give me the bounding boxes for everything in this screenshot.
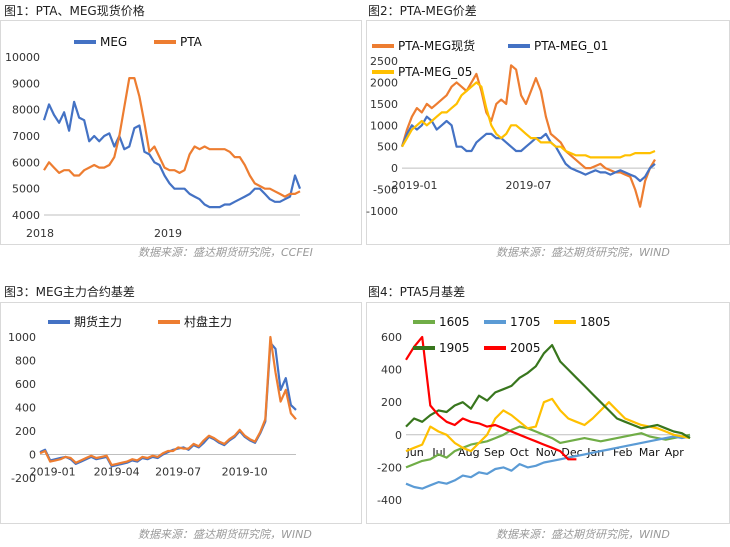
chart1-ytick-label: 8000 [12,104,40,117]
chart2-ytick-label: -1000 [366,205,398,218]
chart2-legend-label: PTA-MEG现货 [398,38,475,53]
chart3-ytick-label: 1000 [8,331,36,344]
chart4-ytick-label: 200 [381,396,402,409]
chart1-ytick-label: 4000 [12,209,40,222]
chart3-xtick-label: 2019-10 [222,466,268,479]
chart4-series-1705-line [405,435,691,490]
chart4-series-2005-line [405,335,577,461]
chart1-xtick-label: 2018 [26,227,54,240]
chart4-ytick-label: 600 [381,331,402,344]
chart3-ytick-label: 400 [15,402,36,415]
chart1-ytick-label: 5000 [12,183,40,196]
chart4-category-label: Apr [665,446,685,459]
chart2-title: 图2：PTA-MEG价差 [368,4,477,18]
chart1-series-meg-line [42,100,302,209]
chart1-frame [0,20,362,245]
chart1-xtick-label: 2019 [154,227,182,240]
chart3-ytick-label: 800 [15,355,36,368]
chart3-title: 图3：MEG主力合约基差 [4,285,135,299]
chart1-legend-label: PTA [180,35,203,49]
chart2-ytick-label: 1000 [370,119,398,132]
chart1-ytick-label: 10000 [5,51,40,64]
chart2-xtick-label: 2019-07 [505,179,551,192]
chart1-source: 数据来源：盛达期货研究院，CCFEI [138,246,313,259]
chart4-legend-label: 1605 [439,315,470,329]
chart3-ytick-label: 200 [15,425,36,438]
chart3-xtick-label: 2019-01 [30,466,76,479]
chart4-legend-label: 2005 [510,341,541,355]
chart3-source: 数据来源：盛达期货研究院，WIND [138,528,312,541]
chart4-legend-label: 1805 [580,315,611,329]
chart1-legend-label: MEG [100,35,127,49]
chart3-ytick-label: 600 [15,378,36,391]
chart4-series-1905-line [405,344,691,440]
chart4-legend-label: 1705 [510,315,541,329]
chart2-ytick-label: -500 [373,184,398,197]
chart4-ytick-label: -400 [377,494,402,507]
chart2-ytick-label: 1500 [370,98,398,111]
chart3-frame [0,302,362,524]
chart2-legend-label: PTA-MEG_05 [398,65,472,79]
chart3-ytick-label: -200 [11,472,36,485]
chart2-legend-label: PTA-MEG_01 [534,39,608,53]
chart1-ytick-label: 9000 [12,77,40,90]
chart3-xtick-label: 2019-04 [94,466,140,479]
chart2-series-pta-meg--line [400,64,656,208]
chart4-category-label: Nov [536,446,558,459]
chart2-ytick-label: 2000 [370,76,398,89]
chart1-ytick-label: 7000 [12,130,40,143]
chart4-legend-label: 1905 [439,341,470,355]
chart4-source: 数据来源：盛达期货研究院，WIND [496,528,670,541]
chart4-category-label: Mar [639,446,660,459]
chart3-ytick-label: 0 [29,449,36,462]
chart2-source: 数据来源：盛达期货研究院，WIND [496,246,670,259]
chart4-ytick-label: 0 [395,429,402,442]
chart2-ytick-label: 0 [391,162,398,175]
chart1-ytick-label: 6000 [12,156,40,169]
chart4-ytick-label: -200 [377,461,402,474]
chart2-ytick-label: 2500 [370,55,398,68]
chart1-title: 图1：PTA、MEG现货价格 [4,4,145,18]
chart4-series-1605-line [405,425,691,469]
chart4-category-label: Feb [613,446,632,459]
chart4-title: 图4：PTA5月基差 [368,285,466,299]
chart3-series---line [39,335,297,467]
chart4-series-1805-line [405,397,691,453]
chart2-ytick-label: 500 [377,141,398,154]
chart3-series---line [39,341,297,468]
chart2-xtick-label: 2019-01 [392,179,438,192]
chart2-series-pta-meg-05-line [401,81,656,159]
chart3-legend-label: 村盘主力 [184,314,232,329]
chart4-ytick-label: 400 [381,364,402,377]
chart1-series-pta-line [43,76,301,198]
chart4-category-label: Oct [510,446,530,459]
chart4-category-label: Sep [484,446,505,459]
chart3-legend-label: 期货主力 [74,314,122,329]
chart2-series-pta-meg-01-line [400,115,656,183]
chart3-xtick-label: 2019-07 [155,466,201,479]
